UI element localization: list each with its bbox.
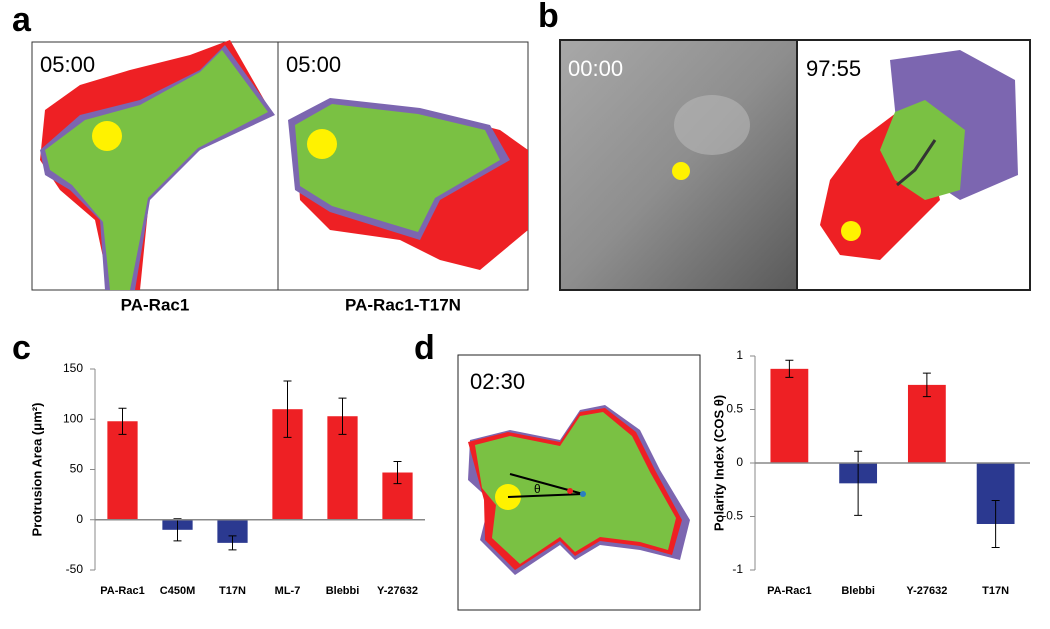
cell-image: 97:55 [796,39,1031,291]
y-tick-label: -0.5 [722,509,743,523]
error-bar [283,380,292,438]
bar [770,368,809,463]
image-caption: PA-Rac1-T17N [345,295,461,314]
y-tick-label: 0 [736,455,743,469]
x-tick-label: Y-27632 [377,585,418,597]
x-tick-label: T17N [219,585,246,597]
error-bar [228,535,237,551]
y-tick-label: 1 [736,348,743,362]
time-stamp: 05:00 [286,52,341,77]
y-tick-label: 150 [63,361,83,375]
error-bar [338,397,347,435]
bar [217,519,248,543]
time-stamp: 02:30 [470,369,525,394]
x-tick-label: Blebbi [841,585,875,597]
y-axis-label: Protrusion Area (μm²) [29,403,44,537]
time-stamp: 05:00 [40,52,95,77]
x-tick-label: ML-7 [275,585,301,597]
y-tick-label: -1 [732,562,743,576]
cell-image: θ 02:30 [457,354,701,611]
x-tick-label: PA-Rac1 [100,585,144,597]
time-stamp: 97:55 [806,56,861,81]
x-tick-label: C450M [160,585,195,597]
time-stamp: 00:00 [568,56,623,81]
y-tick-label: 0.5 [726,402,743,416]
panel-label: a [12,1,32,39]
y-tick-label: 100 [63,411,83,425]
image-caption: PA-Rac1 [121,295,190,314]
error-bar [922,372,931,398]
error-bar [393,460,402,485]
cell-image: 00:00 [559,39,798,291]
y-tick-label: 50 [70,462,84,476]
error-bar [118,407,127,435]
panel-label: d [414,329,435,367]
cell-image: 05:00 [277,41,529,291]
y-axis-label: Polarity Index (COS θ) [711,395,726,531]
x-tick-label: T17N [982,585,1009,597]
bar [107,421,138,520]
cell-image: 05:00 [31,40,279,291]
y-tick-label: -50 [66,562,84,576]
panel-label: c [12,329,31,367]
x-tick-label: Y-27632 [906,585,947,597]
error-bar [785,359,794,378]
x-tick-label: Blebbi [326,585,360,597]
error-bar [854,450,863,516]
y-tick-label: 0 [76,512,83,526]
error-bar [173,518,182,542]
panel-label: b [538,0,559,35]
x-tick-label: PA-Rac1 [767,585,811,597]
bar [907,384,946,463]
error-bar [991,499,1000,549]
angle-label: θ [534,482,541,496]
